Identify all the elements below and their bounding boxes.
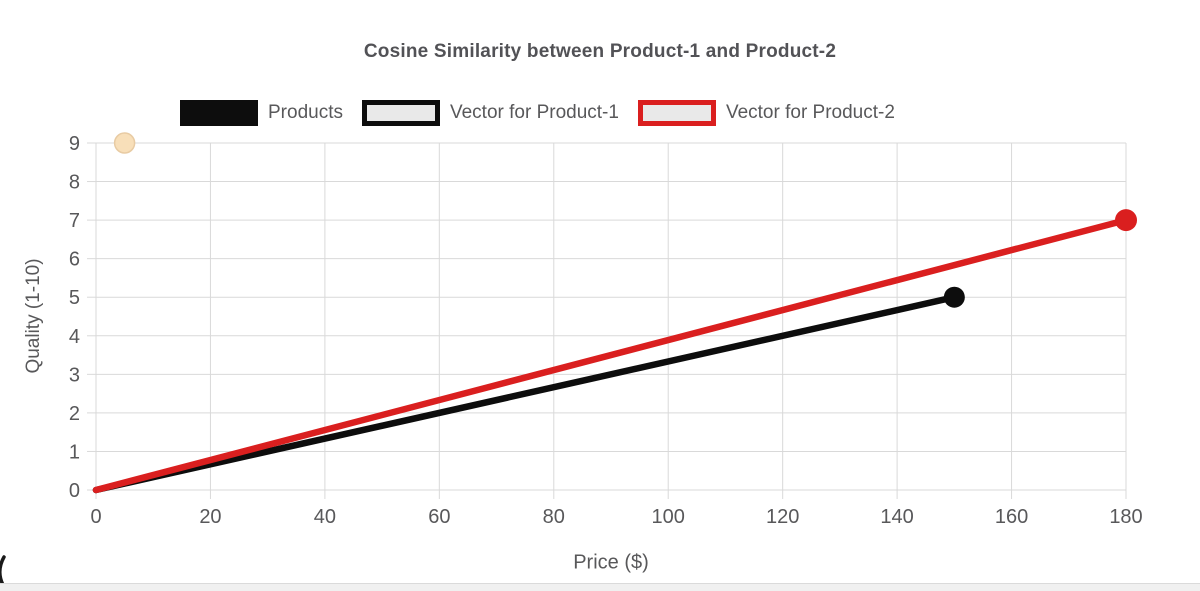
legend-item-products: Products [180,100,343,126]
chart-title: Cosine Similarity between Product-1 and … [363,41,837,62]
y-tick-label: 4 [69,326,80,348]
x-axis-title: Price ($) [573,551,649,574]
y-axis-title: Quality (1-10) [23,258,44,374]
legend-label: Vector for Product-2 [725,102,895,123]
legend-label: Vector for Product-1 [449,102,619,123]
y-tick-label: 0 [69,480,80,502]
x-tick-label: 80 [543,506,565,528]
x-tick-label: 0 [90,506,101,528]
vector-product-2-swatch-icon [637,100,716,126]
x-tick-label: 60 [428,506,450,528]
x-tick-label: 180 [1109,506,1142,528]
y-tick-label: 1 [69,441,80,463]
vector-line-1 [92,293,958,494]
legend-label: Products [268,102,343,123]
highlight-point [113,132,136,154]
product-2-point [1115,209,1137,232]
x-tick-label: 20 [199,506,221,528]
legend: Products Vector for Product-1 Vector for… [180,100,895,126]
y-tick-label: 2 [69,403,80,425]
vector-product-1-swatch-icon [361,100,440,126]
y-tick-label: 9 [69,133,80,155]
stray-pen-mark-icon [0,555,6,587]
vector-line-2 [92,216,1130,494]
y-tick-label: 5 [69,287,80,309]
bottom-edge-strip [0,583,1200,591]
x-tick-label: 120 [766,506,799,528]
legend-item-vector-product-1: Vector for Product-1 [361,100,619,126]
x-tick-label: 160 [995,506,1028,528]
y-tick-label: 3 [69,364,80,386]
product-1-point [943,286,965,308]
y-tick-label: 7 [69,210,80,232]
y-tick-label: 6 [69,249,80,271]
x-tick-label: 100 [652,506,685,528]
y-tick-label: 8 [69,172,80,194]
x-tick-label: 140 [880,506,913,528]
products-swatch-icon [180,100,258,126]
legend-item-vector-product-2: Vector for Product-2 [637,100,895,126]
x-tick-label: 40 [314,506,336,528]
